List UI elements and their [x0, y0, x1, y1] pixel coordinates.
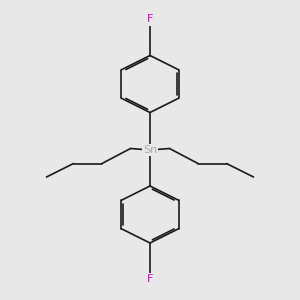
Text: F: F	[147, 14, 153, 25]
Text: F: F	[147, 274, 153, 284]
Text: Sn: Sn	[143, 145, 157, 155]
